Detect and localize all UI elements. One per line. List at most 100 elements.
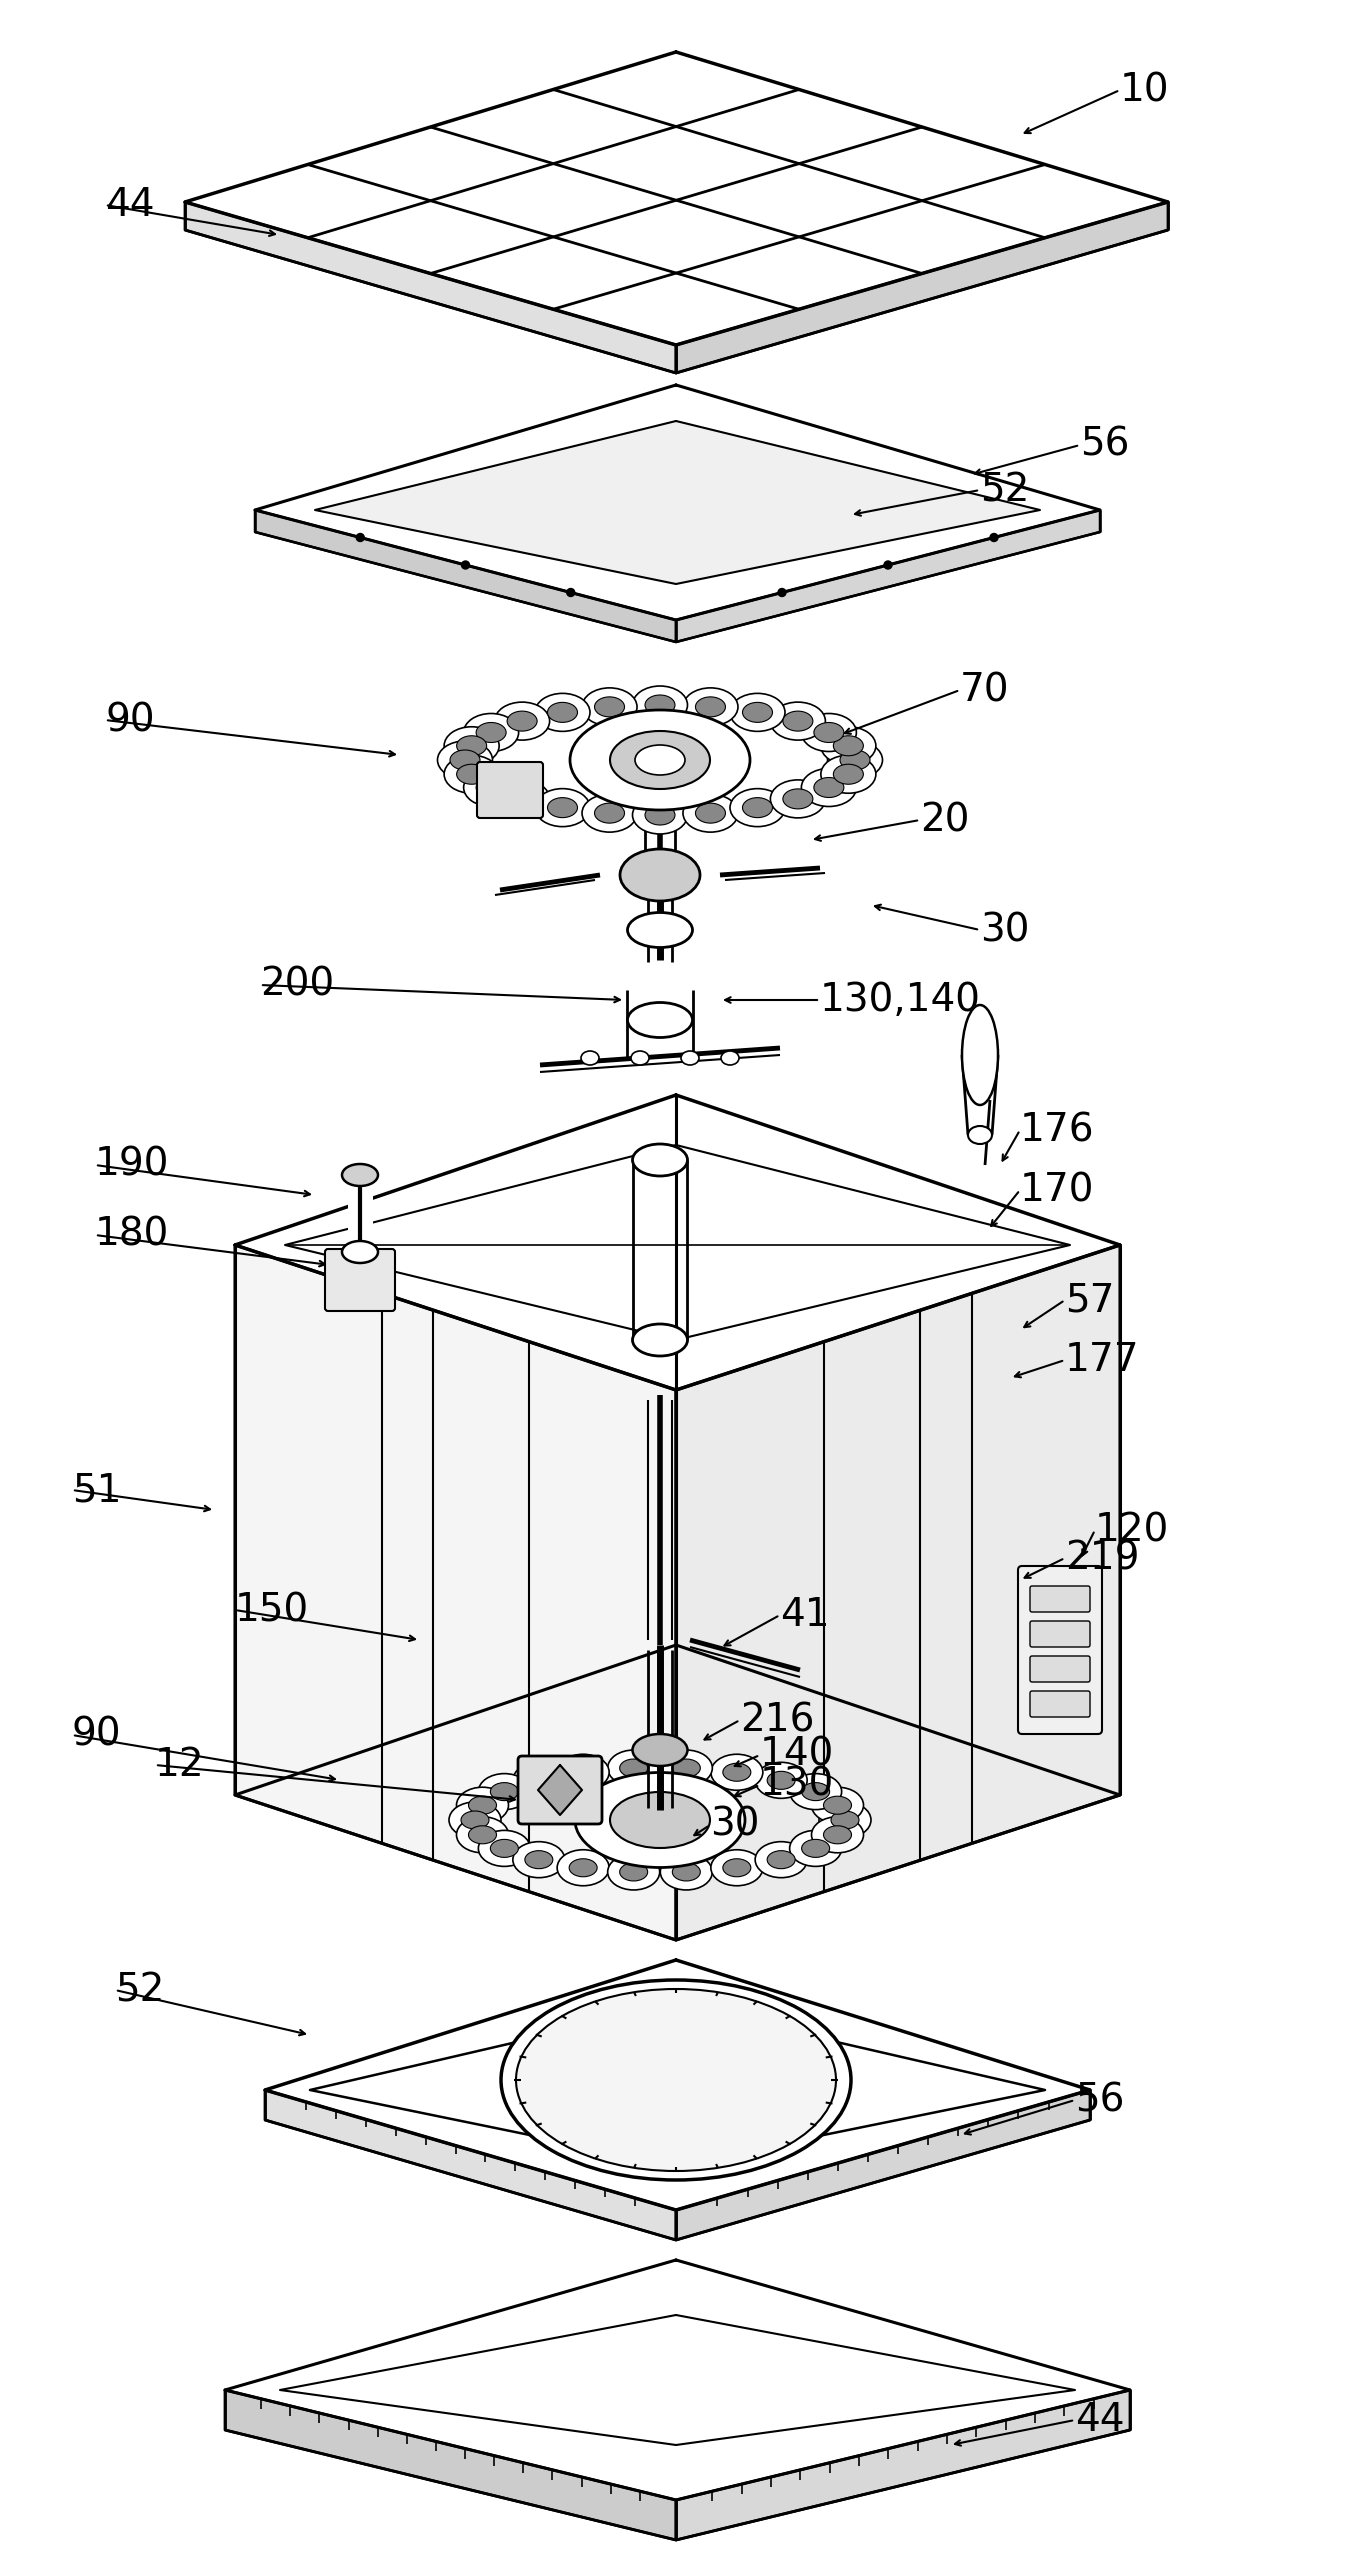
Text: 140: 140	[760, 1735, 834, 1774]
Ellipse shape	[742, 798, 772, 819]
Ellipse shape	[457, 765, 487, 786]
Ellipse shape	[633, 1733, 688, 1766]
Text: 56: 56	[1075, 2082, 1125, 2118]
Circle shape	[884, 562, 892, 570]
Ellipse shape	[449, 1802, 502, 1838]
Ellipse shape	[814, 778, 844, 798]
Ellipse shape	[660, 1853, 713, 1889]
Ellipse shape	[814, 721, 844, 742]
Ellipse shape	[802, 714, 856, 752]
Text: 150: 150	[235, 1592, 310, 1630]
Ellipse shape	[621, 850, 700, 901]
Ellipse shape	[445, 755, 499, 793]
Polygon shape	[265, 2090, 676, 2241]
Polygon shape	[185, 203, 676, 372]
Polygon shape	[676, 2390, 1130, 2539]
Ellipse shape	[831, 1810, 859, 1830]
Text: 44: 44	[1075, 2400, 1125, 2439]
Ellipse shape	[631, 1050, 649, 1065]
Polygon shape	[538, 1766, 581, 1815]
Ellipse shape	[683, 688, 738, 726]
FancyBboxPatch shape	[1018, 1566, 1102, 1733]
Ellipse shape	[607, 1751, 660, 1787]
Ellipse shape	[645, 806, 675, 824]
Ellipse shape	[802, 1781, 830, 1799]
Ellipse shape	[495, 703, 550, 739]
Ellipse shape	[581, 1050, 599, 1065]
Ellipse shape	[633, 1325, 688, 1355]
Circle shape	[461, 562, 469, 570]
Polygon shape	[676, 2090, 1090, 2241]
Ellipse shape	[771, 780, 825, 819]
Ellipse shape	[607, 1853, 660, 1889]
Ellipse shape	[963, 1006, 998, 1104]
Ellipse shape	[479, 1830, 530, 1866]
Text: 200: 200	[260, 965, 334, 1004]
Ellipse shape	[507, 788, 537, 809]
Text: 120: 120	[1095, 1512, 1169, 1548]
Ellipse shape	[342, 1240, 379, 1263]
Polygon shape	[265, 1961, 1090, 2210]
Ellipse shape	[811, 1787, 864, 1823]
Ellipse shape	[802, 768, 856, 806]
Ellipse shape	[790, 1774, 842, 1810]
FancyBboxPatch shape	[477, 762, 544, 819]
Text: 170: 170	[1019, 1171, 1095, 1209]
Ellipse shape	[569, 1764, 598, 1781]
Ellipse shape	[575, 1771, 745, 1869]
Ellipse shape	[445, 726, 499, 765]
Ellipse shape	[610, 1792, 710, 1848]
Ellipse shape	[502, 1979, 850, 2179]
Ellipse shape	[457, 737, 487, 755]
Ellipse shape	[756, 1841, 807, 1876]
Text: 51: 51	[72, 1471, 122, 1509]
Ellipse shape	[633, 796, 688, 834]
Ellipse shape	[557, 1851, 610, 1887]
Ellipse shape	[821, 755, 876, 793]
Ellipse shape	[802, 1841, 830, 1859]
Text: 44: 44	[105, 185, 154, 223]
Ellipse shape	[457, 1817, 508, 1853]
Polygon shape	[676, 203, 1168, 372]
Ellipse shape	[464, 768, 519, 806]
Ellipse shape	[581, 793, 637, 832]
Text: 56: 56	[1080, 426, 1129, 465]
Circle shape	[356, 534, 364, 542]
Ellipse shape	[516, 1989, 836, 2172]
Text: 130: 130	[760, 1766, 834, 1805]
Ellipse shape	[525, 1851, 553, 1869]
Ellipse shape	[681, 1050, 699, 1065]
Text: 190: 190	[95, 1145, 169, 1183]
Ellipse shape	[469, 1825, 496, 1843]
Ellipse shape	[672, 1864, 700, 1882]
Circle shape	[990, 534, 998, 542]
Text: 20: 20	[919, 801, 969, 839]
FancyBboxPatch shape	[1030, 1692, 1090, 1717]
Polygon shape	[224, 2390, 676, 2539]
Ellipse shape	[627, 1004, 692, 1037]
FancyBboxPatch shape	[1030, 1656, 1090, 1681]
Ellipse shape	[811, 1817, 864, 1853]
Ellipse shape	[672, 1758, 700, 1776]
Ellipse shape	[723, 1859, 750, 1876]
Ellipse shape	[683, 793, 738, 832]
Ellipse shape	[633, 1145, 688, 1176]
FancyBboxPatch shape	[324, 1250, 395, 1312]
Ellipse shape	[783, 788, 813, 809]
Ellipse shape	[823, 1797, 852, 1815]
Text: 216: 216	[740, 1702, 814, 1738]
Ellipse shape	[756, 1764, 807, 1799]
Ellipse shape	[619, 1864, 648, 1882]
Ellipse shape	[491, 1781, 518, 1799]
Ellipse shape	[771, 703, 825, 739]
Circle shape	[777, 588, 786, 596]
Polygon shape	[676, 1245, 1119, 1941]
Ellipse shape	[767, 1851, 795, 1869]
Ellipse shape	[833, 765, 864, 786]
Text: 90: 90	[105, 701, 154, 739]
Ellipse shape	[595, 803, 625, 824]
Ellipse shape	[645, 696, 675, 716]
Text: 90: 90	[72, 1715, 122, 1753]
Ellipse shape	[525, 1771, 553, 1789]
Text: 180: 180	[95, 1217, 169, 1255]
